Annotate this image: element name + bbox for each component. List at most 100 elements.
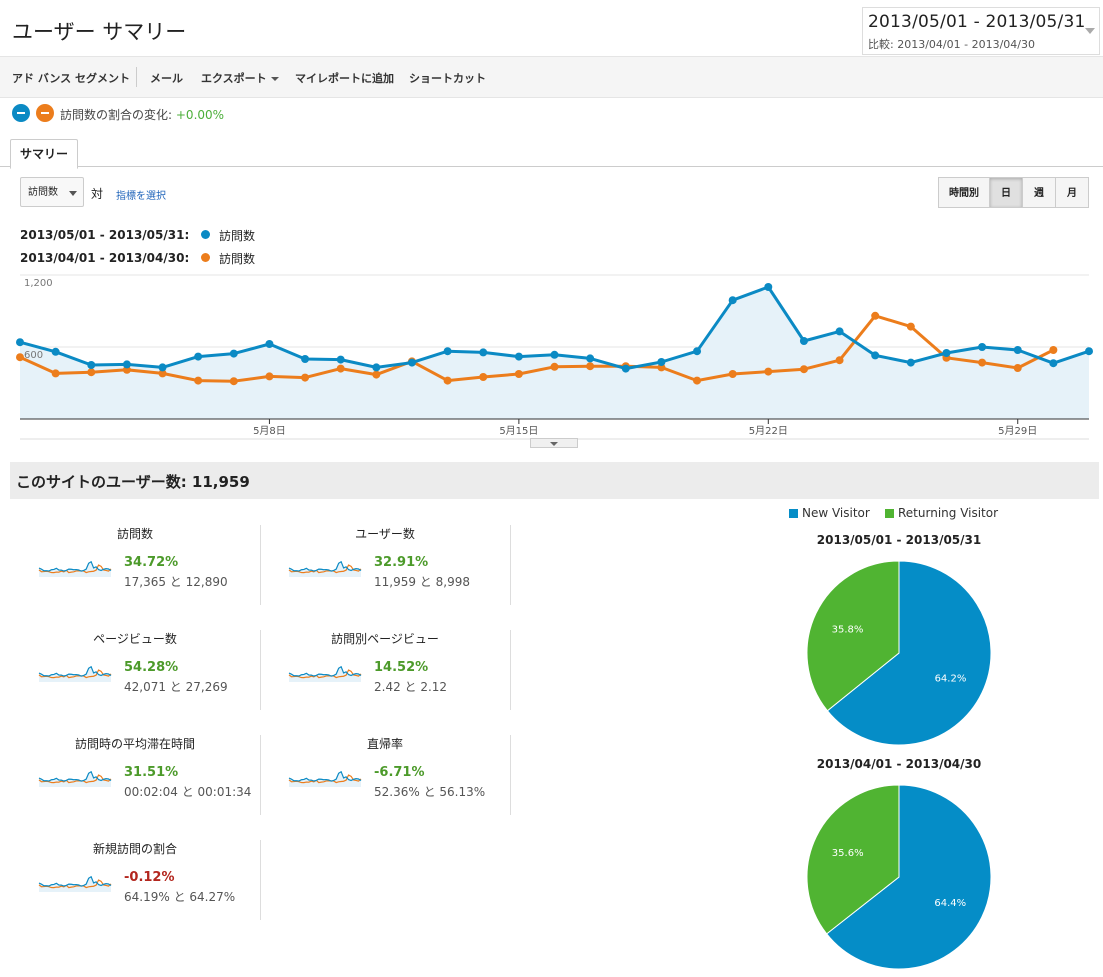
segment-current-icon[interactable] <box>12 104 30 122</box>
metric-card-change: 54.28% <box>124 660 179 675</box>
sparkline-previous <box>288 564 362 574</box>
chevron-down-icon[interactable] <box>1085 28 1095 34</box>
compare-range-value: 2013/04/01 - 2013/04/30 <box>897 38 1035 51</box>
segment-previous-icon[interactable] <box>36 104 54 122</box>
advanced-segment-button[interactable]: アド バンス セグメント <box>12 72 130 85</box>
y-tick-label: 600 <box>24 350 43 361</box>
metric-card[interactable]: 新規訪問の割合 -0.12% 64.19% と 64.27% <box>10 840 261 920</box>
current-series-point <box>479 348 488 357</box>
current-series-point <box>657 358 666 366</box>
sparkline-current <box>288 560 362 572</box>
current-series-point <box>621 364 630 373</box>
card-divider <box>260 840 261 920</box>
x-tick-label: 5月22日 <box>749 425 788 437</box>
new-visitor-swatch <box>789 509 798 518</box>
previous-series-point <box>16 353 24 362</box>
export-label: エクスポート <box>201 72 267 85</box>
pie-chart-previous[interactable]: 64.4% 35.6% <box>799 777 999 977</box>
sparkline-current <box>38 875 112 887</box>
x-tick-label: 5月29日 <box>998 425 1037 437</box>
sparkline-previous <box>38 669 112 679</box>
metric-card-change: 32.91% <box>374 555 429 570</box>
summary-header: このサイトのユーザー数: 11,959 <box>10 462 1099 499</box>
chart-resize-handle[interactable] <box>530 438 578 448</box>
current-series-point <box>158 363 167 372</box>
pie-legend-returning-label: Returning Visitor <box>898 506 999 520</box>
previous-series-point <box>514 370 523 378</box>
sparkline-current <box>38 665 112 677</box>
previous-series-point <box>443 376 452 385</box>
versus-label: 対 <box>91 187 104 201</box>
email-button[interactable]: メール <box>150 72 183 85</box>
previous-series-point <box>301 373 310 382</box>
metric-card[interactable]: ユーザー数 32.91% 11,959 と 8,998 <box>260 525 511 605</box>
current-series-point <box>693 347 702 356</box>
metric-card[interactable]: 訪問別ページビュー 14.52% 2.42 と 2.12 <box>260 630 511 710</box>
visits-line-chart[interactable]: 1,200 600 5月8日 5月15日 5月22日 5月29日 <box>0 272 1103 442</box>
metric-card-title: ユーザー数 <box>355 527 415 541</box>
metric-card-change: 34.72% <box>124 555 179 570</box>
current-series-point <box>906 358 915 367</box>
x-tick-label: 5月8日 <box>253 425 286 437</box>
metric-sparkline <box>38 770 112 787</box>
previous-series-point <box>906 322 915 331</box>
card-divider <box>260 735 261 815</box>
pick-metric-link[interactable]: 指標を選択 <box>116 191 166 202</box>
previous-series-point <box>978 358 987 367</box>
sparkline-current <box>38 560 112 572</box>
current-series-point <box>265 340 274 348</box>
export-button[interactable]: エクスポート <box>201 70 279 86</box>
sparkline-previous <box>38 774 112 784</box>
current-series-point <box>87 361 96 369</box>
granularity-hour-button[interactable]: 時間別 <box>938 177 990 208</box>
previous-series-point <box>194 376 203 385</box>
granularity-month-button[interactable]: 月 <box>1055 177 1089 208</box>
sparkline-area <box>39 561 111 577</box>
current-area <box>20 287 1089 419</box>
metric-select[interactable]: 訪問数 <box>20 177 84 207</box>
metric-card-change: 31.51% <box>124 765 179 780</box>
current-series-point <box>229 349 238 358</box>
date-range-picker[interactable]: 2013/05/01 - 2013/05/31 比較: 2013/04/01 -… <box>862 7 1100 55</box>
card-divider <box>510 525 511 605</box>
previous-series-line <box>19 314 1055 383</box>
previous-series-point <box>87 368 96 377</box>
legend-current-dot <box>201 230 210 239</box>
metric-card-title: 新規訪問の割合 <box>92 842 177 856</box>
pie-label-new-visitor: 64.2% <box>935 674 967 685</box>
chevron-down-icon <box>270 77 279 81</box>
pie-chart-current[interactable]: 64.2% 35.8% <box>799 553 999 753</box>
previous-series-point <box>835 356 844 365</box>
sparkline-area <box>39 771 111 787</box>
metric-sparkline <box>38 665 112 682</box>
returning-visitor-swatch <box>885 509 894 518</box>
metric-card[interactable]: 訪問数 34.72% 17,365 と 12,890 <box>10 525 261 605</box>
previous-series-point <box>693 376 702 385</box>
metric-sparkline <box>38 875 112 892</box>
compare-label: 比較: <box>868 38 894 51</box>
add-to-dashboard-button[interactable]: マイレポートに追加 <box>295 72 394 85</box>
chevron-down-icon <box>69 191 77 196</box>
tab-summary[interactable]: サマリー <box>10 139 78 169</box>
metric-card-title: 訪問時の平均滞在時間 <box>74 737 195 751</box>
previous-series-point <box>265 372 274 381</box>
metric-card[interactable]: 直帰率 -6.71% 52.36% と 56.13% <box>260 735 511 815</box>
shortcut-button[interactable]: ショートカット <box>409 72 486 85</box>
metric-card[interactable]: ページビュー数 54.28% 42,071 と 27,269 <box>10 630 261 710</box>
pie-legend-returning: Returning Visitor <box>885 506 998 520</box>
granularity-week-button[interactable]: 週 <box>1022 177 1056 208</box>
granularity-day-button[interactable]: 日 <box>989 177 1023 208</box>
sparkline-current <box>38 770 112 782</box>
metric-card[interactable]: 訪問時の平均滞在時間 31.51% 00:02:04 と 00:01:34 <box>10 735 261 815</box>
sparkline-area <box>39 666 111 682</box>
current-series-point <box>764 283 773 291</box>
pie-current-title: 2013/05/01 - 2013/05/31 <box>816 533 982 547</box>
tab-divider <box>0 166 1103 167</box>
current-series-point <box>443 347 452 356</box>
current-series-point <box>728 296 737 305</box>
segment-change-value: +0.00% <box>175 108 225 122</box>
metric-sparkline <box>288 770 362 787</box>
card-divider <box>510 630 511 710</box>
current-series-point <box>16 338 24 347</box>
sparkline-previous <box>38 564 112 574</box>
